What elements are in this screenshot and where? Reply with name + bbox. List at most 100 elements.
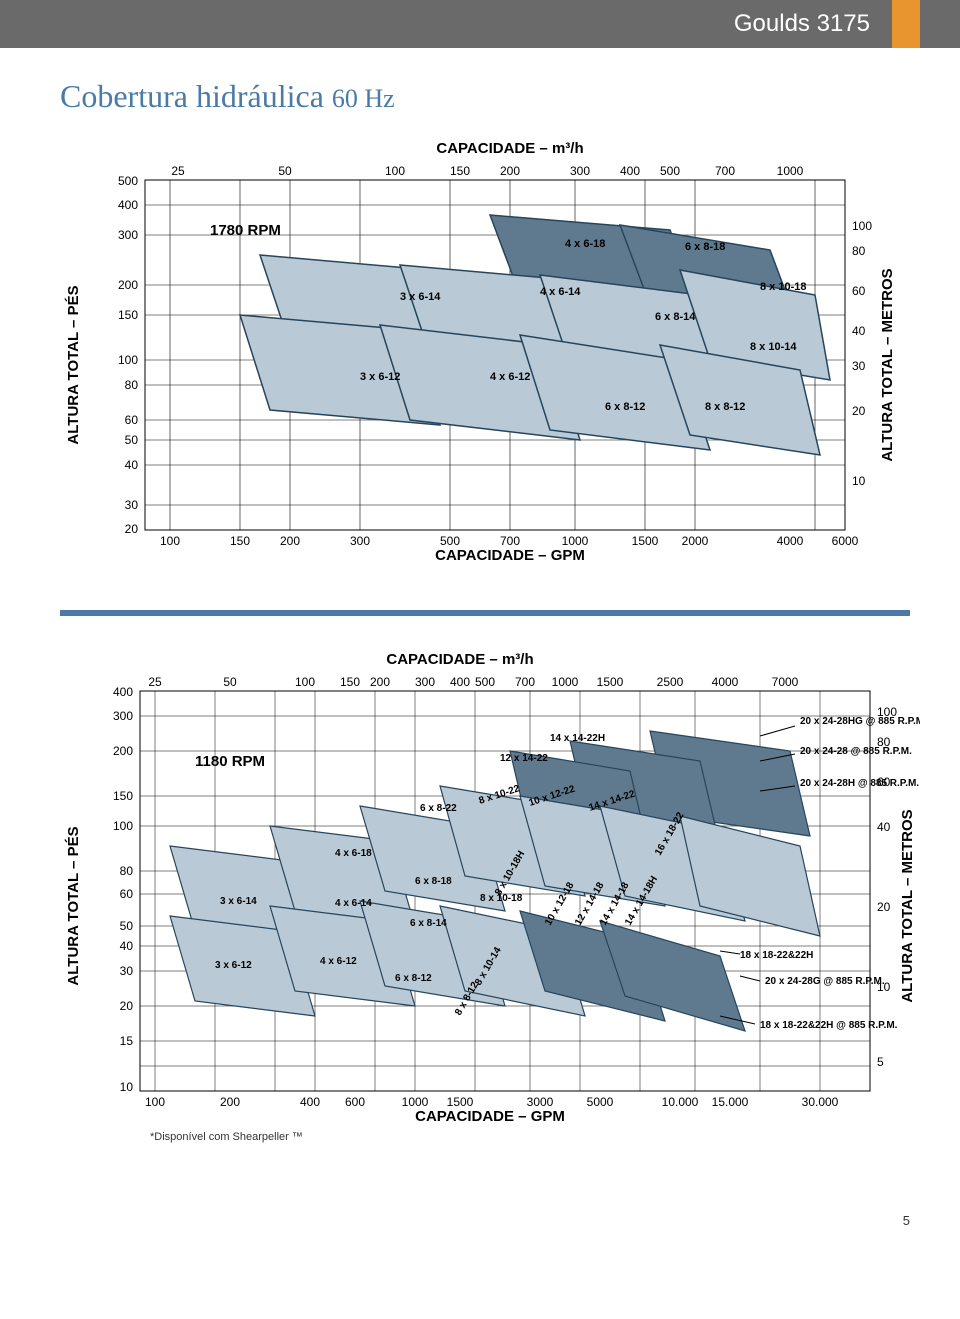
- c2-right-title: ALTURA TOTAL – METROS: [899, 809, 916, 1002]
- svg-text:100: 100: [160, 534, 180, 548]
- svg-text:150: 150: [340, 675, 360, 689]
- svg-text:20: 20: [852, 404, 866, 418]
- c1-top-title: CAPACIDADE – m³/h: [436, 140, 583, 157]
- svg-text:20: 20: [877, 900, 891, 914]
- svg-text:3 x 6-14: 3 x 6-14: [400, 291, 441, 303]
- svg-text:40: 40: [120, 939, 134, 953]
- svg-text:400: 400: [450, 675, 470, 689]
- svg-text:100: 100: [113, 819, 133, 833]
- c2-rpm: 1180 RPM: [195, 753, 265, 770]
- svg-text:60: 60: [120, 887, 134, 901]
- title-sub: 60 Hz: [332, 84, 395, 113]
- c1-top-ticks: 25 50 100 150 200 300 400 500 700 1000: [171, 164, 803, 178]
- chart-1180rpm: CAPACIDADE – m³/h CAPACIDADE – GPM ALTUR…: [60, 646, 910, 1143]
- svg-text:6 x 8-14: 6 x 8-14: [410, 918, 447, 929]
- svg-text:700: 700: [500, 534, 520, 548]
- svg-text:8 x 10-18: 8 x 10-18: [760, 281, 806, 293]
- svg-text:6 x 8-18: 6 x 8-18: [685, 241, 725, 253]
- svg-text:30: 30: [852, 359, 866, 373]
- svg-text:20 x 24-28HG @ 885 R.P.M.: 20 x 24-28HG @ 885 R.P.M.: [800, 716, 920, 727]
- svg-text:4000: 4000: [712, 675, 739, 689]
- svg-text:20: 20: [120, 999, 134, 1013]
- svg-text:400: 400: [118, 198, 138, 212]
- svg-text:1000: 1000: [402, 1095, 429, 1109]
- svg-text:300: 300: [350, 534, 370, 548]
- svg-text:4 x 6-14: 4 x 6-14: [335, 898, 372, 909]
- svg-text:150: 150: [113, 789, 133, 803]
- c1-bottom-ticks: 100 150 200 300 500 700 1000 1500 2000 4…: [160, 534, 859, 548]
- svg-text:25: 25: [171, 164, 185, 178]
- svg-text:4 x 6-14: 4 x 6-14: [540, 286, 581, 298]
- svg-text:4 x 6-18: 4 x 6-18: [335, 848, 372, 859]
- svg-text:15.000: 15.000: [712, 1095, 749, 1109]
- svg-text:100: 100: [877, 705, 897, 719]
- svg-text:14 x 14-22H: 14 x 14-22H: [550, 733, 605, 744]
- svg-text:150: 150: [450, 164, 470, 178]
- c2-top-ticks: 25 50 100 150 200 300 400 500 700 1000 1…: [148, 675, 798, 689]
- svg-text:300: 300: [118, 228, 138, 242]
- svg-text:60: 60: [877, 775, 891, 789]
- svg-text:100: 100: [852, 219, 872, 233]
- svg-text:6 x 8-12: 6 x 8-12: [605, 401, 645, 413]
- svg-text:200: 200: [280, 534, 300, 548]
- section-title: Cobertura hidráulica 60 Hz: [60, 78, 910, 115]
- svg-text:200: 200: [113, 744, 133, 758]
- svg-text:80: 80: [120, 864, 134, 878]
- svg-text:80: 80: [877, 735, 891, 749]
- c1-left-title: ALTURA TOTAL – PÉS: [65, 285, 82, 444]
- svg-text:3 x 6-12: 3 x 6-12: [215, 960, 252, 971]
- svg-text:4 x 6-12: 4 x 6-12: [320, 956, 357, 967]
- svg-text:60: 60: [125, 413, 139, 427]
- svg-text:30.000: 30.000: [802, 1095, 839, 1109]
- svg-text:8 x 10-14: 8 x 10-14: [750, 341, 797, 353]
- c2-bottom-title: CAPACIDADE – GPM: [415, 1108, 565, 1125]
- svg-text:1000: 1000: [552, 675, 579, 689]
- svg-text:4 x 6-18: 4 x 6-18: [565, 238, 605, 250]
- svg-text:50: 50: [125, 433, 139, 447]
- svg-text:50: 50: [223, 675, 237, 689]
- svg-text:4000: 4000: [777, 534, 804, 548]
- svg-text:500: 500: [660, 164, 680, 178]
- svg-text:3 x 6-12: 3 x 6-12: [360, 371, 400, 383]
- svg-text:300: 300: [570, 164, 590, 178]
- svg-text:400: 400: [620, 164, 640, 178]
- svg-text:12 x 14-22: 12 x 14-22: [500, 753, 548, 764]
- chart-1780rpm: CAPACIDADE – m³/h CAPACIDADE – GPM ALTUR…: [60, 135, 910, 570]
- footnote: *Disponível com Shearpeller ™: [150, 1131, 910, 1143]
- svg-text:6 x 8-12: 6 x 8-12: [395, 973, 432, 984]
- svg-text:4 x 6-12: 4 x 6-12: [490, 371, 530, 383]
- svg-text:100: 100: [145, 1095, 165, 1109]
- svg-text:50: 50: [120, 919, 134, 933]
- title-main: Cobertura hidráulica: [60, 78, 324, 114]
- svg-text:100: 100: [295, 675, 315, 689]
- svg-text:2500: 2500: [657, 675, 684, 689]
- c1-rpm: 1780 RPM: [210, 222, 281, 239]
- svg-text:400: 400: [300, 1095, 320, 1109]
- c1-right-title: ALTURA TOTAL – METROS: [879, 268, 896, 461]
- svg-text:7000: 7000: [772, 675, 799, 689]
- svg-text:700: 700: [715, 164, 735, 178]
- svg-text:500: 500: [475, 675, 495, 689]
- page-number: 5: [0, 1203, 960, 1228]
- svg-text:20 x 24-28G @ 885 R.P.M.: 20 x 24-28G @ 885 R.P.M.: [765, 976, 885, 987]
- section-divider: [60, 610, 910, 616]
- svg-text:30: 30: [120, 964, 134, 978]
- svg-text:3000: 3000: [527, 1095, 554, 1109]
- svg-text:500: 500: [440, 534, 460, 548]
- svg-text:200: 200: [370, 675, 390, 689]
- chart2-svg: CAPACIDADE – m³/h CAPACIDADE – GPM ALTUR…: [60, 646, 920, 1126]
- svg-text:1000: 1000: [562, 534, 589, 548]
- svg-text:1500: 1500: [632, 534, 659, 548]
- svg-text:10: 10: [120, 1080, 134, 1094]
- svg-text:8 x 8-12: 8 x 8-12: [705, 401, 745, 413]
- svg-text:6000: 6000: [832, 534, 859, 548]
- svg-text:100: 100: [118, 353, 138, 367]
- product-title: Goulds 3175: [734, 10, 870, 38]
- svg-text:2000: 2000: [682, 534, 709, 548]
- svg-text:100: 100: [385, 164, 405, 178]
- svg-text:200: 200: [500, 164, 520, 178]
- svg-text:150: 150: [118, 308, 138, 322]
- svg-text:40: 40: [125, 458, 139, 472]
- svg-text:1500: 1500: [597, 675, 624, 689]
- header-bar: Goulds 3175: [0, 0, 960, 48]
